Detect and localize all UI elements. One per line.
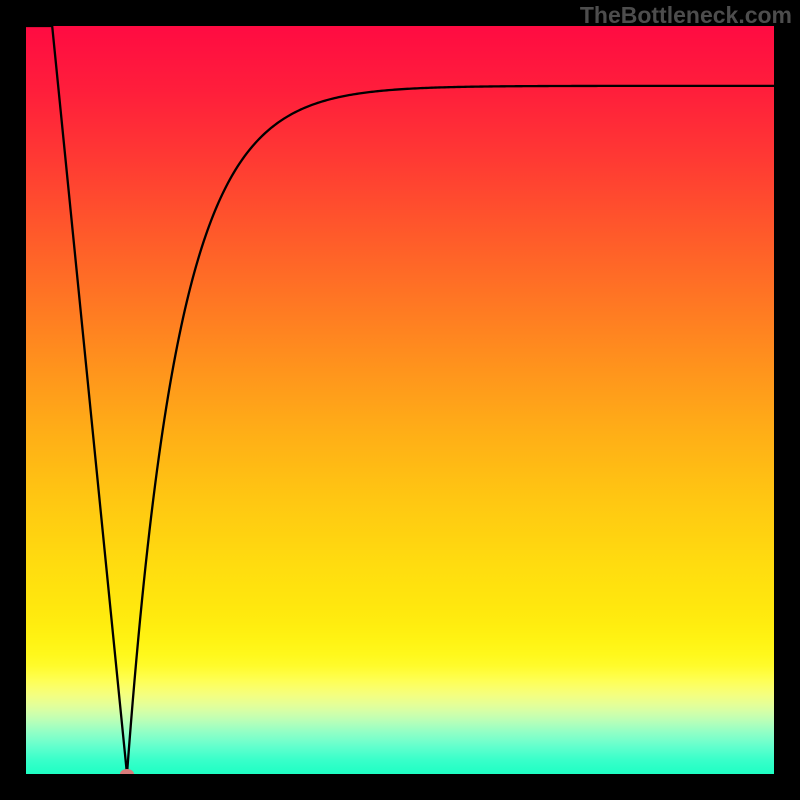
chart-container: TheBottleneck.com: [0, 0, 800, 800]
plot-gradient-area: [26, 26, 774, 774]
watermark-text: TheBottleneck.com: [580, 2, 792, 29]
